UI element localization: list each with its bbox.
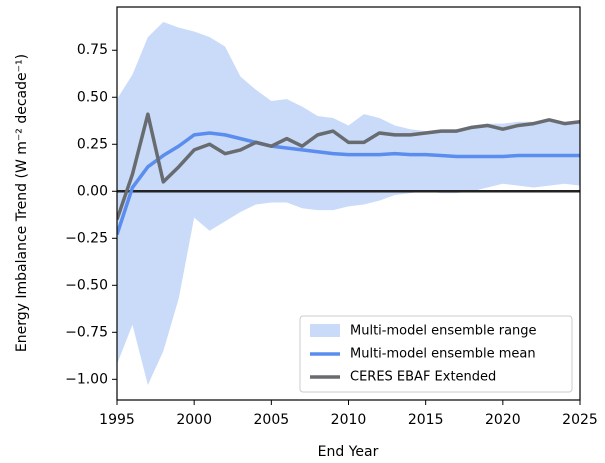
legend-label: CERES EBAF Extended — [350, 370, 496, 385]
y-tick-label: −1.00 — [65, 371, 108, 387]
y-tick-label: 0.75 — [77, 42, 108, 58]
legend-label: Multi-model ensemble range — [350, 324, 537, 339]
x-axis-label: End Year — [318, 444, 379, 460]
legend-box — [299, 315, 573, 393]
y-tick-label: −0.50 — [65, 277, 108, 293]
x-tick-label: 2010 — [331, 412, 367, 428]
y-tick-label: −0.25 — [65, 230, 108, 246]
x-tick-label: 2020 — [485, 412, 521, 428]
series-line — [117, 112, 580, 221]
y-tick-label: 0.25 — [77, 136, 108, 152]
x-tick-label: 2015 — [408, 412, 444, 428]
plot — [117, 22, 580, 385]
series-line — [117, 131, 580, 236]
x-tick-label: 2005 — [254, 412, 290, 428]
range-band — [117, 22, 580, 385]
y-tick-label: −0.75 — [65, 324, 108, 340]
x-tick-label: 2025 — [562, 412, 598, 428]
legend-swatch — [310, 324, 340, 337]
legend-label: Multi-model ensemble mean — [350, 347, 536, 362]
y-tick-label: 0.00 — [77, 183, 108, 199]
x-tick-label: 2000 — [176, 412, 212, 428]
y-axis-label: Energy Imbalance Trend (W m⁻² decade⁻¹) — [14, 54, 30, 352]
y-tick-label: 0.50 — [77, 89, 108, 105]
x-tick-label: 1995 — [99, 412, 135, 428]
